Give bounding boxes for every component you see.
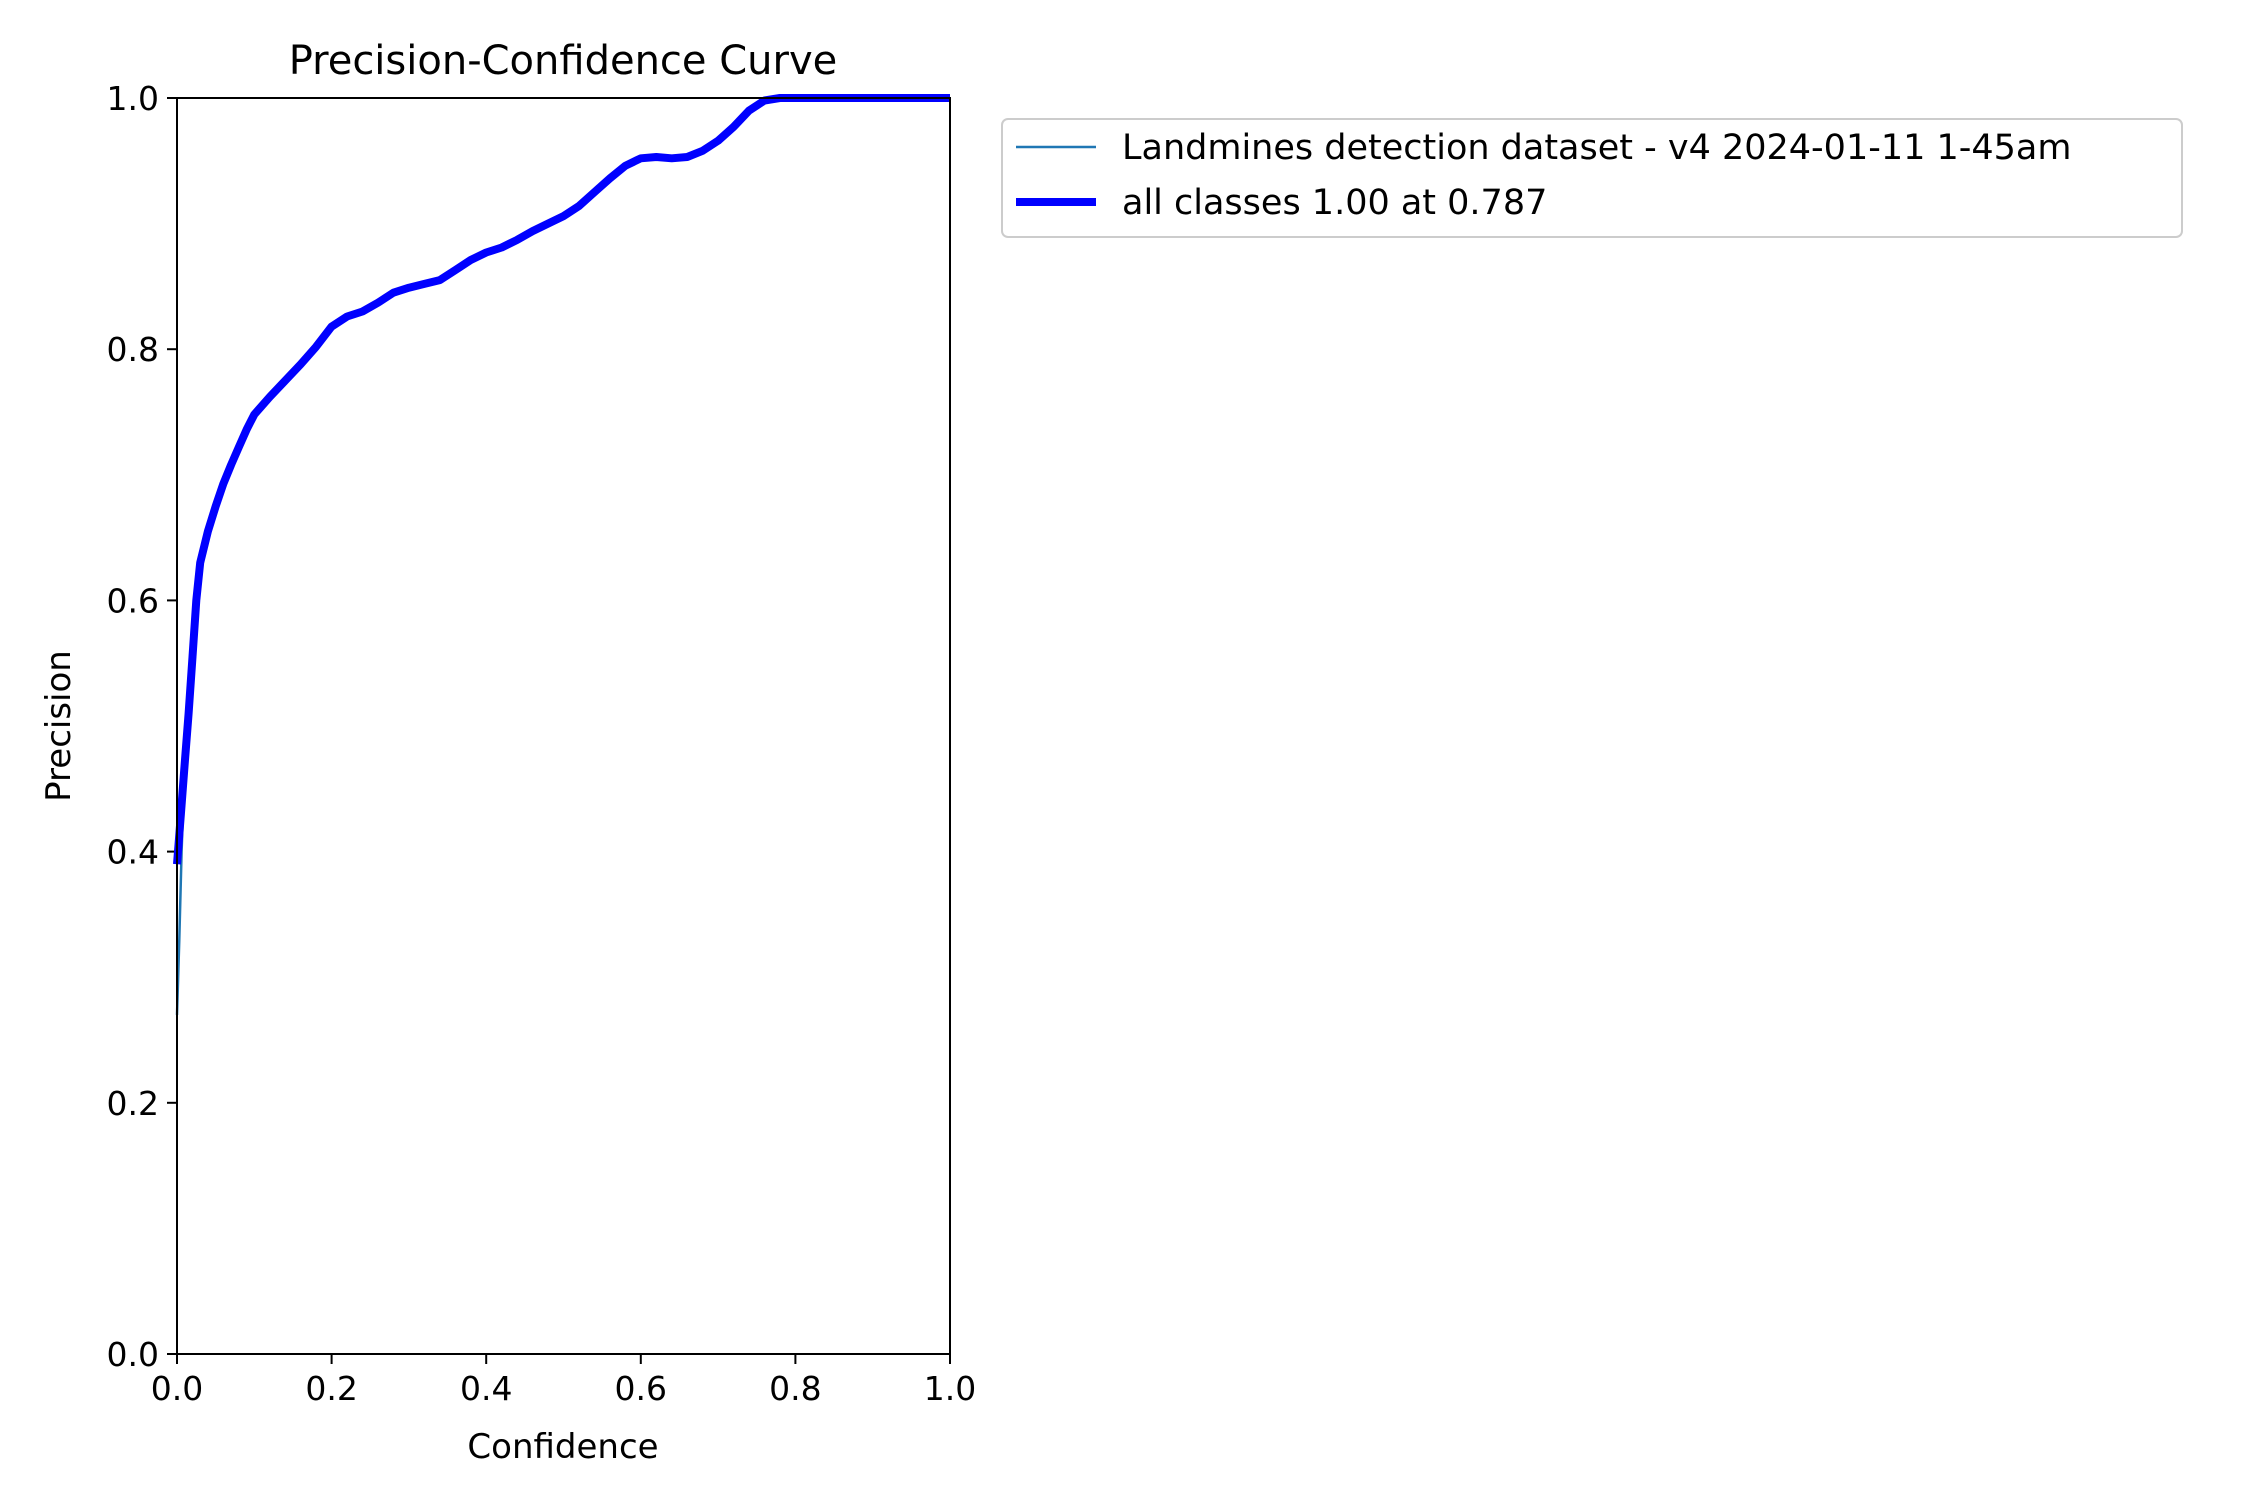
legend: Landmines detection dataset - v4 2024-01… (1001, 118, 2183, 238)
legend-label-dataset: Landmines detection dataset - v4 2024-01… (1122, 128, 2071, 168)
legend-box (1001, 118, 2183, 238)
axes-frame (176, 97, 951, 1355)
series-line-all-classes (173, 94, 950, 865)
x-tick-label: 0.0 (151, 1369, 203, 1408)
x-tick-label: 0.2 (305, 1369, 357, 1408)
y-tick-label: 0.0 (107, 1335, 159, 1374)
x-axis-label: Confidence (467, 1427, 658, 1467)
x-tick-label: 0.6 (615, 1369, 667, 1408)
axis-ticks: 0.0 0.2 0.4 0.6 0.8 1.0 0.0 0.2 0.4 0.6 0.8 1.0 (107, 79, 977, 1408)
y-tick-label: 0.6 (107, 581, 159, 620)
y-tick-label: 0.4 (107, 833, 159, 872)
y-tick-label: 0.2 (107, 1084, 159, 1123)
legend-label-all-classes: all classes 1.00 at 0.787 (1122, 183, 1547, 223)
y-axis-label: Precision (39, 650, 79, 802)
chart-title: Precision-Confidence Curve (289, 38, 838, 84)
x-tick-label: 0.8 (769, 1369, 821, 1408)
x-tick-label: 1.0 (924, 1369, 976, 1408)
plot-area (173, 94, 950, 1015)
y-tick-label: 1.0 (107, 79, 159, 118)
x-tick-label: 0.4 (460, 1369, 512, 1408)
y-tick-label: 0.8 (107, 330, 159, 369)
